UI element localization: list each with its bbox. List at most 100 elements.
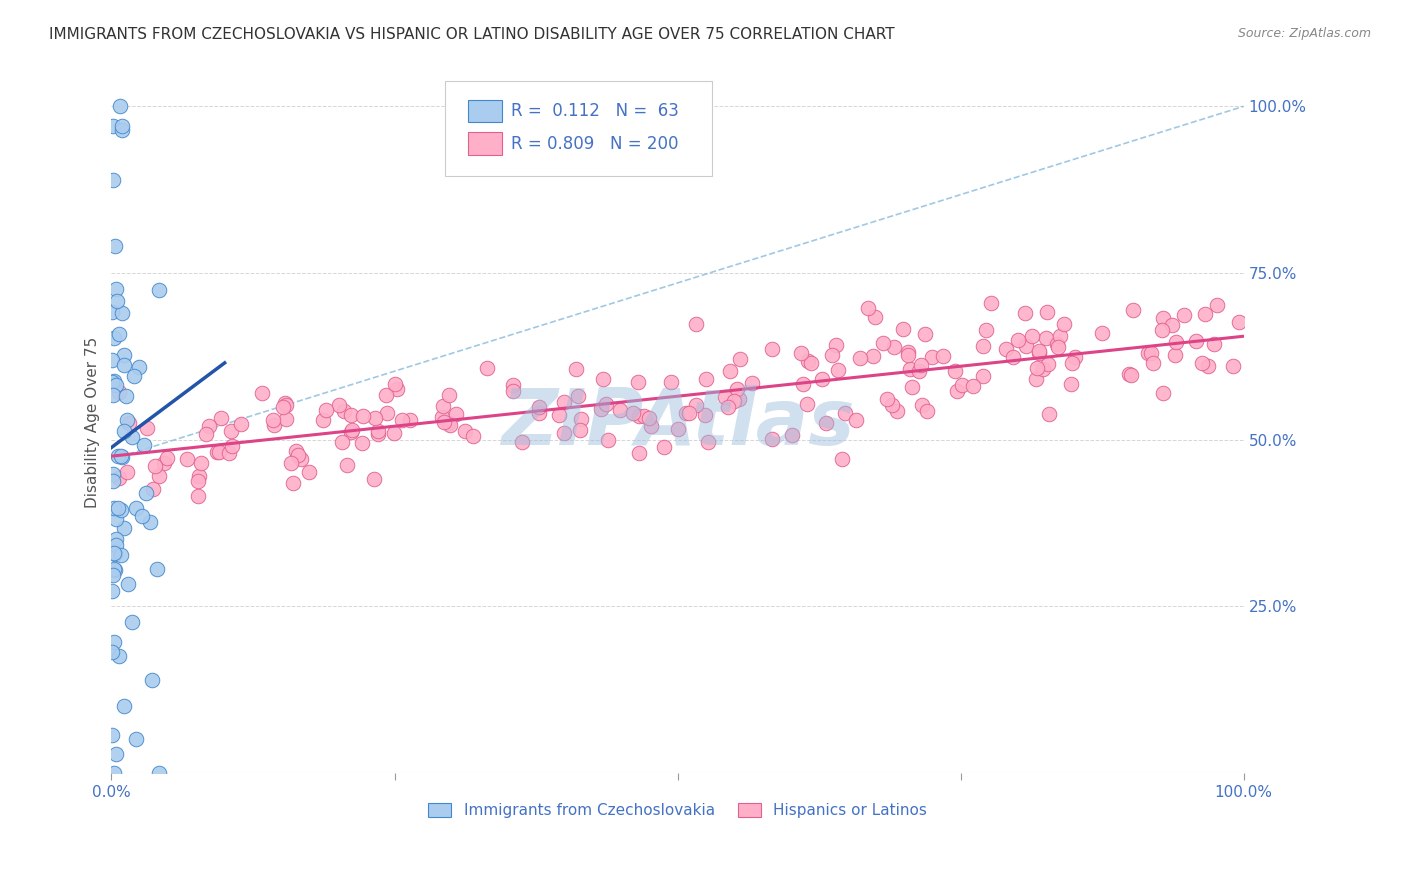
Point [112, 699, 135, 714]
Point [1036, 305, 1059, 319]
Point [112, 521, 135, 535]
Point [898, 361, 921, 376]
Legend: Immigrants from Czechoslovakia, Hispanics or Latinos: Immigrants from Czechoslovakia, Hispanic… [422, 797, 932, 824]
Point [105, 294, 128, 309]
Point [276, 398, 298, 412]
Point [142, 482, 165, 496]
Point [943, 364, 966, 378]
Point [666, 422, 689, 436]
Point [897, 345, 920, 359]
Point [125, 501, 148, 516]
Point [101, 474, 124, 488]
Point [121, 615, 143, 629]
Point [148, 283, 170, 297]
Point [891, 322, 914, 336]
Point [591, 402, 613, 417]
Point [333, 404, 356, 418]
Point [190, 456, 212, 470]
Point [475, 361, 498, 376]
Point [1137, 346, 1160, 360]
Point [761, 342, 783, 356]
Point [980, 296, 1002, 310]
Point [103, 501, 125, 516]
Point [814, 416, 837, 430]
Point [675, 406, 697, 420]
Point [1053, 317, 1076, 331]
Point [595, 396, 617, 410]
Point [1164, 334, 1187, 349]
Point [104, 547, 127, 561]
Point [1152, 386, 1174, 401]
Point [136, 421, 159, 435]
Point [1152, 310, 1174, 325]
Point [932, 349, 955, 363]
Point [108, 99, 131, 113]
Point [110, 122, 132, 136]
Point [725, 382, 748, 396]
Point [110, 449, 132, 463]
Point [678, 406, 700, 420]
Point [1194, 308, 1216, 322]
Point [143, 458, 166, 473]
Point [564, 361, 586, 376]
Point [827, 362, 849, 376]
Point [1222, 359, 1244, 374]
Point [340, 423, 363, 437]
Point [633, 409, 655, 423]
Point [340, 409, 363, 423]
Point [792, 377, 814, 392]
Point [652, 440, 675, 454]
Point [914, 326, 936, 341]
Point [1118, 367, 1140, 381]
Point [110, 548, 132, 562]
Point [103, 765, 125, 780]
Point [910, 358, 932, 372]
Point [1046, 337, 1069, 351]
Point [108, 385, 131, 400]
Point [107, 450, 129, 464]
Point [896, 348, 918, 362]
Point [502, 384, 524, 399]
Point [110, 450, 132, 465]
Point [856, 301, 879, 315]
Point [108, 471, 131, 485]
Text: R = 0.809   N = 200: R = 0.809 N = 200 [512, 135, 679, 153]
Point [336, 458, 359, 473]
Point [1164, 348, 1187, 362]
Point [101, 120, 124, 134]
Point [105, 512, 128, 526]
Point [153, 457, 176, 471]
Point [609, 403, 631, 417]
Point [281, 476, 304, 491]
Point [1064, 351, 1087, 365]
Point [290, 451, 312, 466]
Point [1047, 340, 1070, 354]
Point [780, 427, 803, 442]
Point [863, 310, 886, 325]
Point [825, 338, 848, 352]
Point [285, 443, 308, 458]
Point [995, 342, 1018, 356]
Point [659, 375, 682, 389]
Point [1185, 334, 1208, 348]
Point [105, 538, 128, 552]
Point [315, 403, 337, 417]
Point [135, 486, 157, 500]
Point [117, 465, 139, 479]
Text: R =  0.112   N =  63: R = 0.112 N = 63 [512, 102, 679, 120]
Point [1060, 356, 1083, 370]
Point [640, 419, 662, 434]
Point [527, 406, 550, 420]
Point [112, 347, 135, 361]
Point [101, 568, 124, 582]
Point [723, 393, 745, 408]
Point [391, 413, 413, 427]
Point [797, 354, 820, 368]
Point [461, 429, 484, 443]
Point [382, 426, 405, 441]
Point [115, 389, 138, 403]
Point [187, 474, 209, 488]
Point [105, 282, 128, 296]
Point [1036, 357, 1059, 371]
Point [273, 400, 295, 414]
